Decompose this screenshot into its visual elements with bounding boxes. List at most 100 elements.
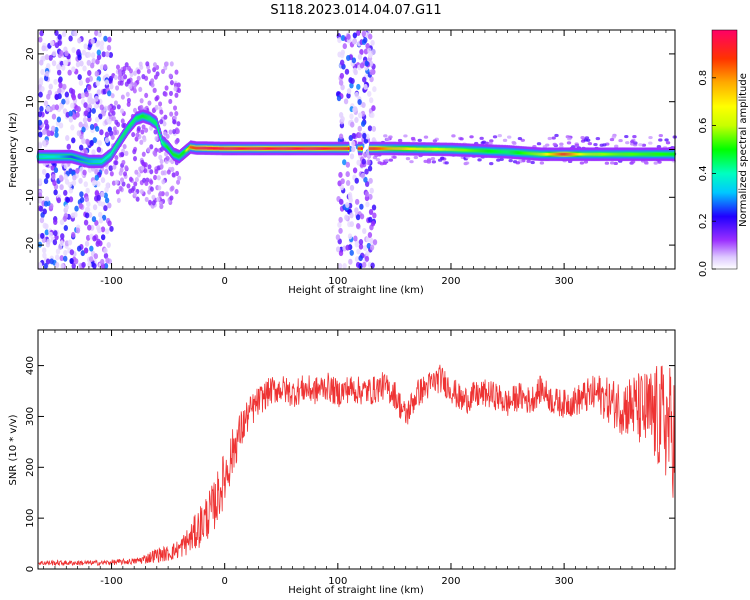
spectrogram-noise-blob — [359, 203, 364, 210]
spectrogram-noise-blob — [57, 77, 63, 84]
spectrogram-noise-blob — [369, 187, 374, 194]
spectrogram-noise-blob — [50, 164, 55, 171]
spectrogram-noise-blob — [64, 91, 70, 98]
spectrogram-noise-blob — [648, 135, 653, 140]
colorbar-gradient — [711, 29, 738, 270]
spectrogram-noise-blob — [363, 245, 368, 252]
spectrogram-noise-blob — [59, 255, 64, 262]
spectrogram-noise-blob — [64, 50, 69, 57]
spectrogram-noise-blob — [46, 129, 51, 136]
spectrogram-noise-blob — [102, 64, 108, 71]
spectrogram-noise-blob — [350, 78, 355, 85]
figure-title: S118.2023.014.04.07.G11 — [270, 3, 441, 18]
spectrogram-noise-blob — [96, 238, 101, 245]
spectrogram-noise-blob — [97, 139, 102, 146]
spectrogram-noise-blob — [126, 183, 131, 189]
spectrogram-noise-blob — [133, 181, 138, 187]
spectrogram-noise-blob — [349, 249, 354, 256]
spectrogram-noise-blob — [83, 247, 89, 254]
spectrogram-noise-blob — [55, 248, 61, 255]
spectrogram-noise-blob — [91, 107, 96, 114]
spectrogram-noise-blob — [91, 149, 96, 156]
spectrogram-noise-blob — [383, 134, 388, 138]
spectrogram-noise-blob — [431, 160, 437, 164]
spectrogram-noise-blob — [94, 95, 99, 102]
spectrogram-noise-blob — [42, 168, 47, 175]
spectrogram-noise-blob — [144, 180, 149, 187]
spectrogram-noise-blob — [567, 137, 572, 141]
spectrogram-noise-blob — [107, 77, 113, 84]
spectrogram-noise-blob — [104, 79, 110, 86]
spectrogram-noise-blob — [363, 37, 368, 44]
spectrogram-noise-blob — [128, 68, 133, 74]
spectrogram-noise-blob — [370, 262, 375, 269]
spectrogram-noise-blob — [355, 214, 361, 221]
spectrogram-noise-blob — [351, 57, 357, 64]
spectrogram-noise-blob — [53, 78, 58, 85]
spectrogram-noise-blob — [121, 69, 126, 75]
spectrogram-noise-blob — [92, 235, 97, 242]
spectrogram-noise-blob — [368, 216, 373, 223]
spectrogram-noise-blob — [171, 172, 176, 178]
spectrogram-noise-blob — [143, 162, 148, 168]
spectrogram-noise-blob — [37, 241, 43, 248]
spectrogram-noise-blob — [335, 246, 341, 253]
spectrogram-noise-blob — [169, 111, 174, 117]
snr-x-tick-label: 200 — [441, 576, 460, 587]
spectrogram-noise-blob — [94, 116, 100, 123]
spectrogram-noise-blob — [100, 191, 105, 198]
spectrogram-noise-blob — [136, 75, 141, 81]
spectrogram-noise-blob — [113, 130, 118, 136]
spectrogram-noise-blob — [109, 83, 114, 90]
spectrogram-noise-blob — [93, 103, 99, 110]
spectrogram-noise-blob — [92, 262, 97, 269]
spectrogram-noise-blob — [361, 158, 367, 165]
spectrogram-noise-blob — [479, 136, 484, 140]
spectrogram-noise-blob — [368, 208, 374, 215]
spectrogram-noise-blob — [362, 76, 367, 83]
spectrogram-noise-blob — [85, 77, 90, 84]
spectrogram-noise-blob — [37, 119, 43, 126]
spectrogram-noise-blob — [163, 91, 168, 97]
spectrogram-noise-blob — [103, 35, 108, 42]
spectrogram-noise-blob — [364, 60, 370, 67]
spectrogram-noise-blob — [353, 69, 358, 76]
spectrogram-noise-blob — [94, 174, 99, 181]
spectrogram-ridge-layer — [36, 109, 676, 169]
spectrogram-noise-blob — [385, 137, 390, 141]
spectrogram-noise-blob — [71, 47, 76, 54]
spectrogram-noise-blob — [173, 105, 178, 111]
spectrogram-noise-blob — [489, 161, 494, 166]
spectrogram-noise-blob — [82, 169, 87, 176]
spectrogram-noise-blob — [141, 74, 146, 80]
spectrogram-noise-blob — [139, 139, 144, 145]
spectrogram-noise-blob — [339, 72, 345, 79]
spectrogram-noise-blob — [44, 70, 50, 77]
spectrogram-noise-blob — [611, 135, 616, 139]
spectrogram-noise-blob — [96, 40, 101, 47]
spectrogram-noise-blob — [70, 212, 76, 219]
spectrogram-noise-blob — [361, 30, 367, 37]
spectrogram-noise-blob — [64, 204, 69, 211]
spectrogram-noise-blob — [107, 202, 112, 209]
spectrogram-noise-blob — [90, 38, 95, 45]
spectrogram-ridge-cell — [347, 146, 350, 151]
spectrogram-noise-blob — [365, 201, 370, 208]
spectrogram-noise-blob — [369, 69, 374, 76]
spectrogram-noise-blob — [57, 87, 62, 94]
spectrogram-x-tick-label: 300 — [555, 276, 574, 287]
spectrogram-noise-blob — [139, 189, 144, 195]
spectrogram-noise-blob — [140, 129, 145, 135]
spectrogram-noise-blob — [170, 185, 175, 191]
spectrogram-noise-blob — [100, 177, 106, 184]
spectrogram-noise-blob — [371, 48, 376, 55]
spectrogram-noise-blob — [423, 135, 429, 139]
spectrogram-noise-blob — [340, 116, 345, 123]
spectrogram-noise-blob — [115, 189, 120, 195]
spectrogram-noise-blob — [118, 185, 123, 191]
spectrogram-noise-blob — [164, 61, 169, 67]
spectrogram-noise-blob — [67, 69, 72, 76]
spectrogram-noise-blob — [124, 150, 129, 156]
spectrogram-noise-blob — [109, 171, 114, 177]
spectrogram-noise-blob — [62, 59, 68, 66]
